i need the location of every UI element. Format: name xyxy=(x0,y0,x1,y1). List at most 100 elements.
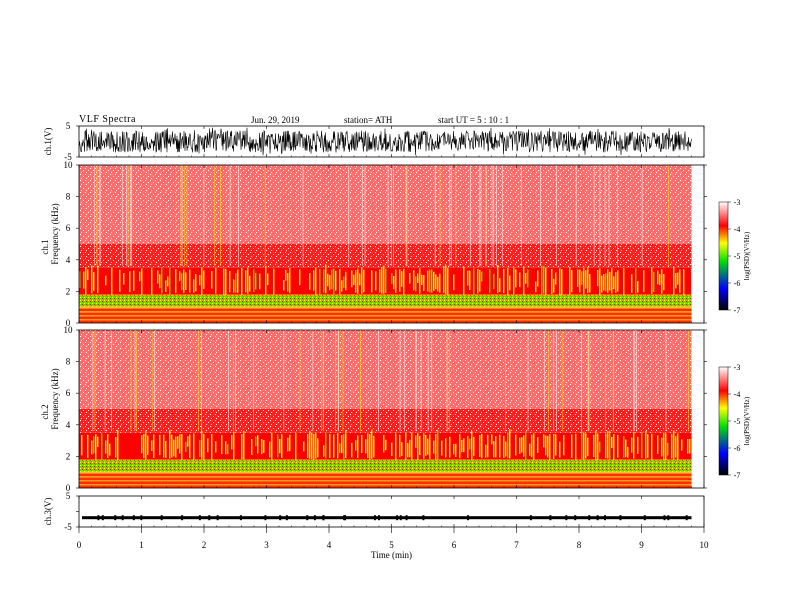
ch2-activity xyxy=(667,442,669,456)
ch1-activity xyxy=(283,280,285,291)
ch1-activity xyxy=(581,271,583,285)
ch1-activity xyxy=(267,273,269,286)
ch1-activity xyxy=(493,273,495,290)
ch2-activity xyxy=(533,433,535,460)
ch1-activity xyxy=(637,281,639,293)
ch3-waveform-spike xyxy=(344,515,347,521)
ch2-activity xyxy=(241,434,243,460)
ch3-ylabel: ch.3(V) xyxy=(43,498,53,526)
ch2-colorbar-tick-label: -4 xyxy=(734,390,741,399)
ch1-activity xyxy=(599,268,601,298)
ch2-activity xyxy=(181,433,183,461)
ch2-activity xyxy=(193,433,195,463)
ch1-activity xyxy=(613,276,615,290)
ch2-activity xyxy=(409,439,411,458)
ch2-activity xyxy=(227,444,229,455)
ch2-activity xyxy=(419,435,421,456)
ch1-activity xyxy=(123,272,125,285)
ch1-activity xyxy=(201,267,203,297)
ch1-panel: 5 -5 ch.1(V) xyxy=(43,121,705,162)
ch1-activity xyxy=(319,268,321,298)
ch1-activity xyxy=(541,265,543,295)
ch2-activity xyxy=(467,436,469,458)
ch2-activity xyxy=(371,429,373,459)
ch1-activity xyxy=(225,268,227,299)
ch1-green-speckle xyxy=(79,295,692,307)
ch2-activity xyxy=(179,434,181,454)
ch2-activity xyxy=(673,430,675,460)
ch1-activity xyxy=(315,267,317,296)
ch1-activity xyxy=(345,271,347,291)
ch1-activity xyxy=(433,271,435,291)
ch2-activity xyxy=(461,439,463,453)
ch3-waveform-spike xyxy=(603,515,606,521)
ch1-ytick-label: 2 xyxy=(66,286,71,296)
ch1-no-data xyxy=(691,165,704,323)
ch2-activity xyxy=(559,441,561,458)
ch2-activity xyxy=(425,434,427,456)
ch1-activity xyxy=(139,271,141,282)
ch2-activity xyxy=(215,441,217,453)
ch2-activity xyxy=(201,430,203,460)
ch2-ytick-label: 8 xyxy=(66,357,71,367)
ch1-colorbar-tick-label: -4 xyxy=(734,225,741,234)
ch1-activity xyxy=(559,268,561,298)
ch1-activity xyxy=(413,270,415,291)
ch2-activity xyxy=(365,439,367,454)
ch2-activity xyxy=(171,434,173,458)
ch2-activity xyxy=(493,441,495,458)
ch1-activity xyxy=(453,274,455,291)
ch1-activity xyxy=(609,272,611,291)
ch2-no-data xyxy=(691,330,704,488)
ch2-activity xyxy=(529,443,531,456)
ch2-activity xyxy=(329,433,331,458)
ch3-waveform-spike xyxy=(216,515,219,521)
ch2-activity xyxy=(547,435,549,458)
ch1-ylabel-units: Frequency (kHz) xyxy=(50,203,60,264)
ch1-activity xyxy=(357,268,359,294)
ch3-waveform-spike xyxy=(132,515,135,521)
ch2-activity xyxy=(647,434,649,458)
ch2-activity xyxy=(163,434,165,458)
ch2-colorbar-tick-label: -7 xyxy=(734,471,741,480)
ch2-activity xyxy=(545,435,547,456)
ch1-activity xyxy=(79,271,81,289)
ch1-activity xyxy=(481,271,483,282)
ch1-activity xyxy=(607,269,609,293)
ch1-activity xyxy=(523,266,525,296)
ch1-activity xyxy=(329,275,331,291)
ch2-activity xyxy=(107,434,109,458)
ch2-activity xyxy=(333,434,335,458)
ch1-activity xyxy=(199,275,201,286)
ch1-activity xyxy=(513,267,515,295)
ch2-activity xyxy=(585,433,587,459)
ch2-activity xyxy=(303,441,305,452)
ch2-activity xyxy=(607,430,609,459)
ch1-activity xyxy=(651,267,653,294)
ch2-activity xyxy=(571,434,573,458)
ch2-activity xyxy=(115,436,117,458)
figure-title: VLF Spectra xyxy=(79,114,136,125)
ch2-activity xyxy=(343,433,345,460)
ch1-activity xyxy=(427,270,429,292)
ch1-activity xyxy=(341,280,343,292)
ch2-activity xyxy=(177,436,179,449)
ch1-activity xyxy=(543,266,545,294)
ch2-activity xyxy=(309,430,311,459)
ch2-activity xyxy=(323,445,325,457)
ch3-waveform-spike xyxy=(377,515,380,521)
xtick-label: 6 xyxy=(452,540,457,550)
ch2-ytick-label: 2 xyxy=(66,451,71,461)
ch1-ylabel: ch.1(V) xyxy=(43,128,53,156)
ch1-activity xyxy=(509,275,511,291)
ch3-waveform-spike xyxy=(285,515,288,521)
xtick-label: 3 xyxy=(264,540,269,550)
ch2-activity xyxy=(255,436,257,447)
ch1-activity xyxy=(325,264,327,294)
ch2-activity xyxy=(583,432,585,460)
xtick-label: 8 xyxy=(577,540,582,550)
ch2-activity xyxy=(95,434,97,463)
ch1-activity xyxy=(479,269,481,292)
ch2-activity xyxy=(231,435,233,450)
ch1-band xyxy=(79,307,692,323)
